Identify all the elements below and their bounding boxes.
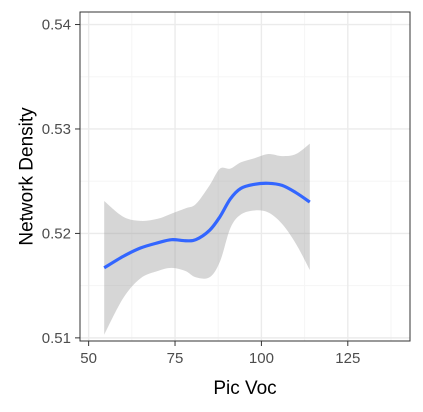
confidence-ribbon bbox=[104, 143, 310, 335]
y-tick-label: 0.51 bbox=[42, 330, 71, 347]
smooth-trend-line bbox=[103, 181, 311, 270]
y-tick-label: 0.54 bbox=[42, 17, 71, 34]
x-tick-label: 125 bbox=[335, 350, 360, 367]
x-axis-title: Pic Voc bbox=[213, 378, 276, 399]
trend-line-layer bbox=[103, 181, 311, 270]
x-axis-ticks: 50 75 100 125 bbox=[80, 341, 360, 367]
y-tick-label: 0.53 bbox=[42, 121, 71, 138]
x-tick-label: 100 bbox=[249, 350, 274, 367]
y-axis-title: Network Density bbox=[17, 107, 38, 246]
x-tick-label: 50 bbox=[80, 350, 97, 367]
major-grid bbox=[80, 12, 410, 341]
panel-border bbox=[79, 11, 411, 342]
y-axis-ticks: 0.51 0.52 0.53 0.54 bbox=[42, 17, 80, 347]
y-tick-label: 0.52 bbox=[42, 225, 71, 242]
confidence-band-layer bbox=[104, 143, 310, 335]
x-tick-label: 75 bbox=[167, 350, 184, 367]
minor-grid bbox=[80, 12, 410, 341]
